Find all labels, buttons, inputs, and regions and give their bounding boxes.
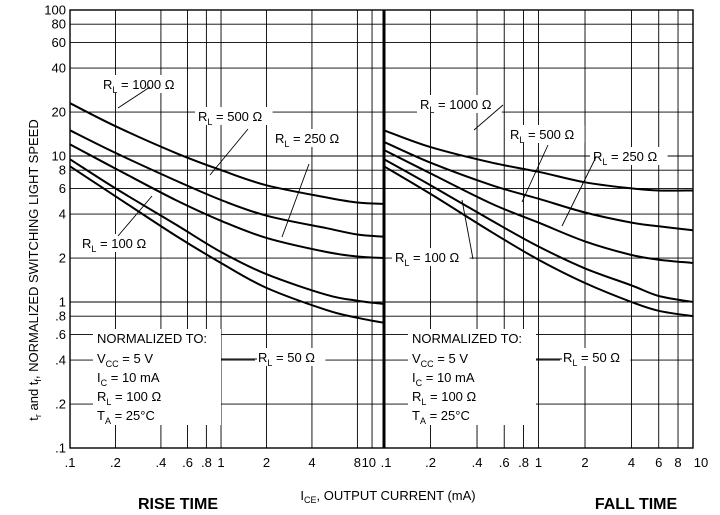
x-tick-label: .2: [425, 455, 436, 470]
x-tick-label: .1: [381, 455, 392, 470]
curve-label-bg: [79, 234, 157, 252]
normalized-line: RL = 100 Ω: [97, 389, 162, 407]
y-tick-label: 10: [52, 149, 66, 164]
x-tick-label: .4: [472, 455, 483, 470]
curve-label-bg: [507, 125, 585, 143]
label-leader: [117, 86, 151, 109]
y-tick-label: .1: [55, 441, 66, 456]
normalized-line: IC = 10 mA: [412, 370, 475, 388]
normalized-line: TA = 25°C: [412, 408, 470, 426]
y-tick-label: .6: [55, 327, 66, 342]
x-tick-label: 10: [694, 455, 708, 470]
curve-fall-1000-ohm: [383, 129, 694, 192]
curve-label: RL = 250 Ω: [275, 131, 340, 149]
x-axis-label: ICE, OUTPUT CURRENT (mA): [300, 488, 475, 505]
label-leader: [521, 144, 549, 203]
x-tick-label: 4: [308, 455, 315, 470]
curve-label-bg: [195, 107, 273, 125]
x-tick-label: .2: [110, 455, 121, 470]
curve-fall-50-ohm: [383, 165, 694, 318]
x-tick-label: .6: [182, 455, 193, 470]
x-tick-label: 8: [354, 455, 361, 470]
curve-label: RL = 50 Ω: [563, 350, 620, 368]
y-tick-label: 20: [52, 105, 66, 120]
y-tick-label: 100: [44, 3, 66, 18]
y-tick-label: 6: [59, 181, 66, 196]
normalized-line: IC = 10 mA: [97, 370, 160, 388]
normalized-box: [408, 329, 536, 425]
curve-fall-250-ohm: [383, 149, 694, 264]
curve-label: RL = 50 Ω: [258, 350, 315, 368]
curve-label-bg: [392, 248, 470, 266]
normalized-line: VCC = 5 V: [97, 351, 153, 369]
y-tick-label: 2: [59, 251, 66, 266]
y-tick-label: 40: [52, 61, 66, 76]
normalized-line: VCC = 5 V: [412, 351, 468, 369]
curve-rise-50-ohm: [69, 165, 385, 324]
y-tick-label: 80: [52, 17, 66, 32]
x-tick-label: .8: [518, 455, 529, 470]
curve-label: RL = 1000 Ω: [103, 77, 175, 95]
x-tick-label: 6: [655, 455, 662, 470]
x-tick-label: .4: [156, 455, 167, 470]
y-tick-label: 1: [59, 295, 66, 310]
curve-label-bg: [255, 348, 326, 366]
label-leader: [209, 128, 249, 176]
plot-frame: [69, 9, 694, 449]
curve-label: RL = 1000 Ω: [420, 97, 492, 115]
y-tick-label: .8: [55, 309, 66, 324]
normalized-heading: NORMALIZED TO:: [97, 331, 207, 346]
normalized-line: RL = 100 Ω: [412, 389, 477, 407]
x-tick-label: .1: [65, 455, 76, 470]
curve-label-bg: [560, 348, 631, 366]
y-axis-label: tr and tf, NORMALIZED SWITCHING LIGHT SP…: [26, 119, 43, 420]
label-leader: [281, 163, 310, 238]
curve-rise-1000-ohm: [69, 102, 385, 205]
label-leader: [117, 195, 153, 237]
curve-rise-100-ohm: [69, 158, 385, 305]
x-tick-label: 2: [263, 455, 270, 470]
curve-label-bg: [417, 95, 502, 113]
x-tick-label: .8: [201, 455, 212, 470]
curve-label: RL = 500 Ω: [510, 127, 575, 145]
normalized-line: TA = 25°C: [97, 408, 155, 426]
curve-label-bg: [590, 147, 668, 165]
normalized-box: [93, 329, 221, 425]
x-tick-label: .6: [499, 455, 510, 470]
curve-fall-500-ohm: [383, 140, 694, 232]
y-tick-label: 4: [59, 207, 66, 222]
x-tick-label: 10: [362, 455, 376, 470]
curve-label-bg: [100, 75, 185, 93]
curve-fall-100-ohm: [383, 158, 694, 303]
curve-label: RL = 100 Ω: [395, 250, 460, 268]
x-tick-label: 2: [581, 455, 588, 470]
y-tick-label: .4: [55, 353, 66, 368]
y-tick-label: .2: [55, 397, 66, 412]
x-tick-label: 4: [628, 455, 635, 470]
x-tick-label: 8: [674, 455, 681, 470]
curve-label: RL = 250 Ω: [593, 149, 658, 167]
y-tick-label: 8: [59, 163, 66, 178]
curve-rise-250-ohm: [69, 143, 385, 259]
label-leader: [473, 104, 504, 131]
curve-label: RL = 100 Ω: [82, 236, 147, 254]
normalized-heading: NORMALIZED TO:: [412, 331, 522, 346]
y-tick-label: 60: [52, 35, 66, 50]
curve-label-bg: [272, 129, 350, 147]
rise-time-title: RISE TIME: [138, 496, 218, 513]
x-tick-label: 1: [535, 455, 542, 470]
annotation-layer: RL = 1000 Ω RL = 500 Ω RL = 250 Ω RL = 100 …: [79, 75, 668, 426]
curve-label: RL = 500 Ω: [198, 109, 263, 127]
label-leader: [561, 156, 597, 227]
x-tick-label: 1: [217, 455, 224, 470]
label-leader: [461, 199, 474, 260]
grid-layer: [69, 9, 694, 449]
curve-layer: [69, 102, 694, 324]
fall-time-title: FALL TIME: [595, 496, 678, 513]
curve-rise-500-ohm: [69, 129, 385, 238]
